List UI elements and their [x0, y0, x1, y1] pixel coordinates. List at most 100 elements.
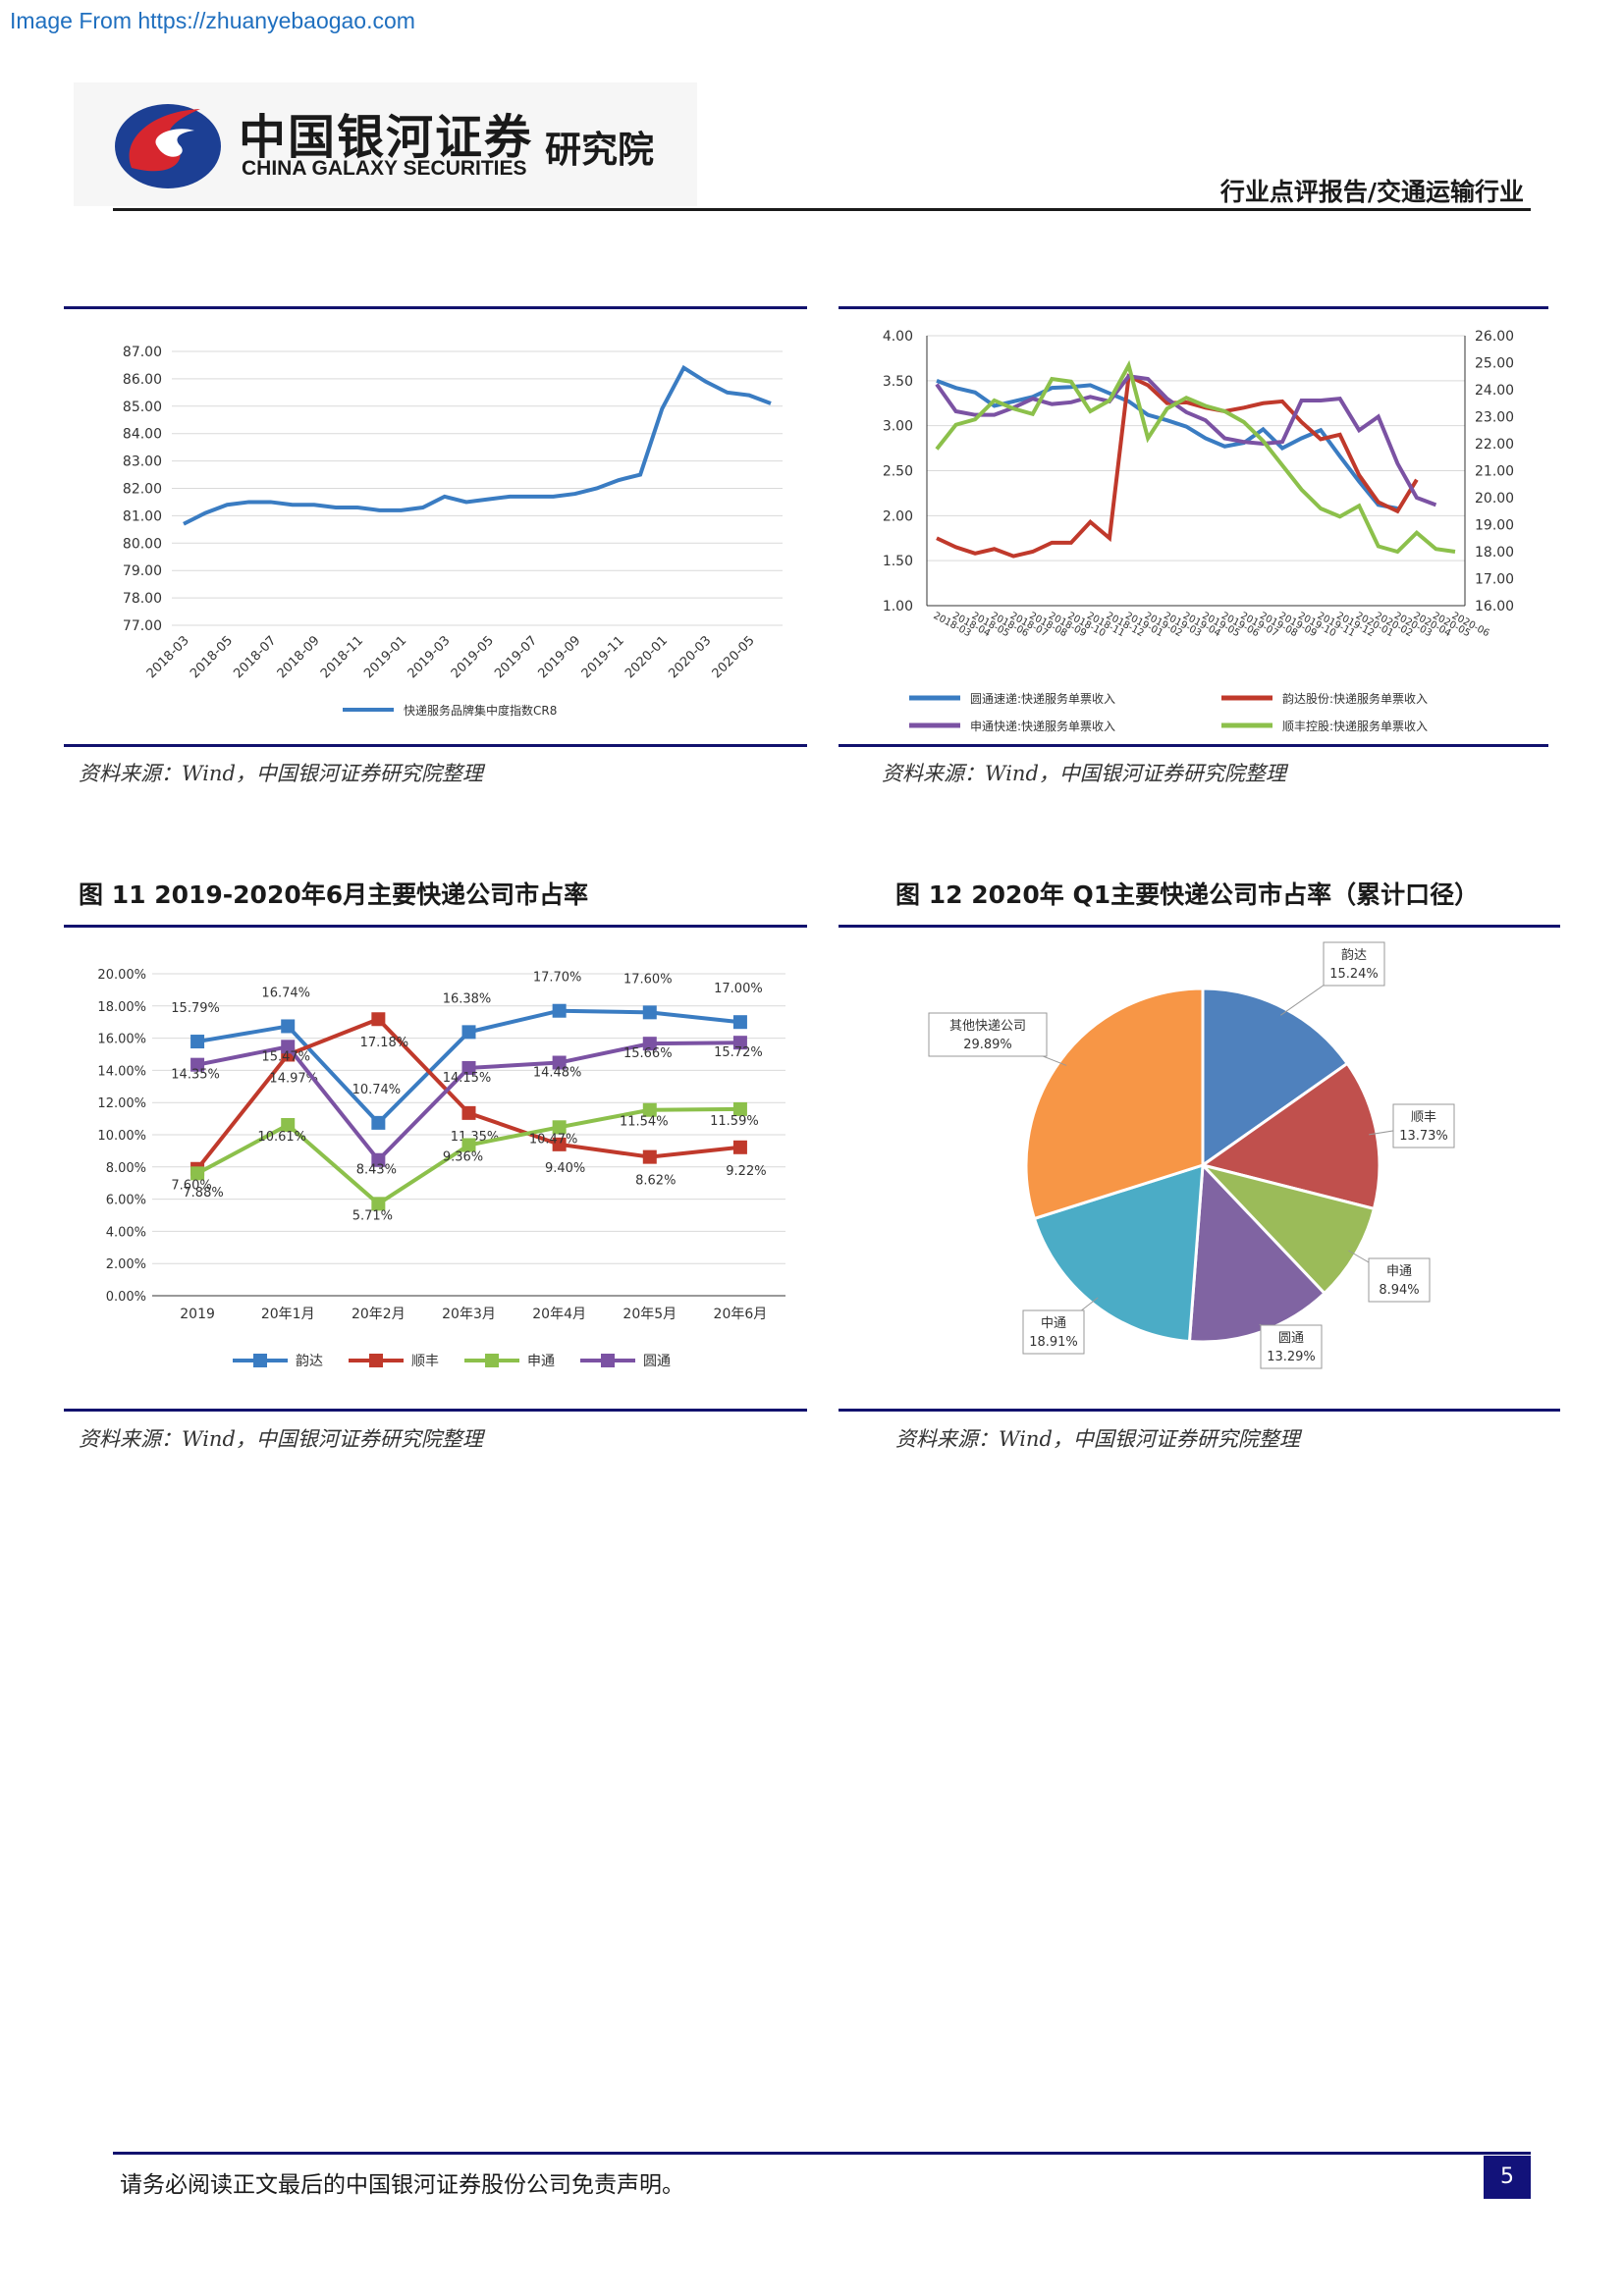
data-marker [461, 1138, 476, 1152]
data-marker [642, 1005, 657, 1020]
legend-label: 圆通速递:快递服务单票收入 [970, 691, 1115, 706]
y-tick-label: 85.00 [123, 400, 162, 415]
x-category-label: 20年2月 [352, 1307, 406, 1322]
left-y-tick-label: 2.00 [883, 508, 913, 524]
data-marker [461, 1025, 476, 1040]
y-tick-label: 83.00 [123, 454, 162, 470]
y-tick-label: 20.00% [97, 968, 146, 983]
legend-label: 圆通 [643, 1354, 671, 1369]
fig11-title: 图 11 2019-2020年6月主要快递公司市占率 [79, 881, 589, 909]
pie-slice-0 [1201, 987, 1350, 1168]
legend-label: 快递服务品牌集中度指数CR8 [404, 703, 557, 718]
y-tick-label: 86.00 [123, 372, 162, 388]
data-marker [552, 1120, 567, 1135]
y-tick-label: 2.00% [106, 1257, 146, 1272]
data-label: 7.60% [171, 1178, 211, 1193]
data-marker [732, 1015, 747, 1030]
data-label: 17.18% [360, 1036, 409, 1050]
data-marker [190, 1166, 205, 1181]
revenue-series-line-3 [935, 359, 1456, 555]
left-y-tick-label: 3.00 [883, 419, 913, 435]
data-marker [732, 1036, 747, 1050]
footer-rule [113, 2152, 1531, 2155]
y-tick-label: 4.00% [106, 1225, 146, 1240]
y-tick-label: 82.00 [123, 482, 162, 498]
data-marker [190, 1035, 205, 1049]
data-marker [552, 1003, 567, 1018]
data-marker [642, 1102, 657, 1117]
data-label: 15.66% [623, 1046, 673, 1061]
data-label: 10.47% [529, 1132, 578, 1147]
slice-value-label: 13.73% [1399, 1129, 1448, 1144]
legend-marker [369, 1354, 383, 1367]
cr8-source: 资料来源：Wind，中国银河证券研究院整理 [79, 762, 483, 785]
y-tick-label: 6.00% [106, 1194, 146, 1208]
x-category-label: 20年6月 [714, 1307, 768, 1322]
data-label: 17.70% [533, 971, 582, 986]
y-tick-label: 8.00% [106, 1161, 146, 1176]
galaxy-logo-icon [115, 104, 221, 188]
y-tick-label: 84.00 [123, 427, 162, 443]
revenue-series-line-0 [936, 378, 1398, 510]
x-tick-label: 2019-05 [449, 633, 497, 681]
fig11-top-rule [64, 925, 807, 928]
data-label: 9.22% [726, 1164, 766, 1179]
y-tick-label: 79.00 [123, 563, 162, 579]
data-marker [461, 1060, 476, 1075]
data-marker [371, 1115, 386, 1130]
data-marker [281, 1117, 296, 1132]
legend-label: 韵达股份:快递服务单票收入 [1282, 691, 1428, 706]
callout-box [1368, 1257, 1431, 1303]
revenue-top-rule [839, 306, 1548, 309]
data-label: 11.54% [620, 1115, 669, 1130]
data-label: 14.35% [171, 1068, 220, 1083]
x-tick-label: 2018-09 [275, 633, 323, 681]
slice-value-label: 8.94% [1379, 1283, 1419, 1298]
brand-subtitle: 研究院 [545, 129, 654, 171]
x-category-label: 20年4月 [532, 1307, 586, 1322]
x-tick-label: 2018-11 [318, 633, 366, 681]
legend-label: 韵达 [296, 1354, 323, 1369]
report-category: 行业点评报告/交通运输行业 [1219, 178, 1524, 206]
slice-name-label: 申通 [1386, 1264, 1412, 1279]
cr8-chart: 87.00 86.00 85.00 84.00 83.00 82.00 81.00 80.00… [123, 345, 783, 718]
data-label: 7.88% [183, 1186, 223, 1201]
y-tick-label: 78.00 [123, 591, 162, 607]
fig12-title: 图 12 2020年 Q1主要快递公司市占率（累计口径） [895, 881, 1480, 909]
data-marker [281, 1019, 296, 1034]
data-label: 16.74% [261, 986, 310, 1000]
revenue-chart: 4.00 3.50 3.00 2.50 2.00 1.50 1.00 26.00 25.00 24… [883, 329, 1514, 733]
x-tick-label: 2020-01 [623, 633, 671, 681]
x-tick-label: 2020-05 [710, 633, 758, 681]
cr8-bottom-rule [64, 744, 807, 747]
data-marker [552, 1055, 567, 1070]
cr8-top-rule [64, 306, 807, 309]
callout-box [1323, 941, 1385, 987]
header-rule [113, 208, 1531, 211]
data-label: 5.71% [352, 1208, 393, 1223]
legend-label: 申通 [527, 1354, 555, 1369]
data-marker [461, 1105, 476, 1120]
data-label: 11.59% [710, 1114, 759, 1129]
data-label: 14.15% [443, 1071, 492, 1086]
x-tick-label: 2019-03 [406, 633, 454, 681]
y-tick-label: 87.00 [123, 345, 162, 360]
data-label: 10.74% [352, 1083, 402, 1097]
source-watermark: Image From https://zhuanyebaogao.com [10, 8, 415, 33]
left-y-tick-label: 2.50 [883, 464, 913, 480]
data-label: 10.61% [257, 1130, 306, 1145]
y-tick-label: 12.00% [97, 1096, 146, 1111]
data-marker [371, 1012, 386, 1027]
share-q1-pie-chart: 韵达 15.24% 顺丰 13.73% 申通 8.94% 圆通 13.29% 中通 18.91% 其… [928, 941, 1455, 1369]
data-label: 15.47% [261, 1049, 310, 1064]
right-y-tick-label: 24.00 [1475, 383, 1514, 399]
x-tick-label: 2018-03 [144, 633, 192, 681]
fig12-bottom-rule [839, 1409, 1560, 1412]
left-y-tick-label: 3.50 [883, 374, 913, 390]
legend-marker [601, 1354, 615, 1367]
left-y-tick-label: 1.00 [883, 599, 913, 614]
revenue-series-line-2 [935, 374, 1437, 507]
right-y-tick-label: 25.00 [1475, 356, 1514, 372]
fig11-bottom-rule [64, 1409, 807, 1412]
fig12-source: 资料来源：Wind，中国银河证券研究院整理 [895, 1427, 1300, 1451]
